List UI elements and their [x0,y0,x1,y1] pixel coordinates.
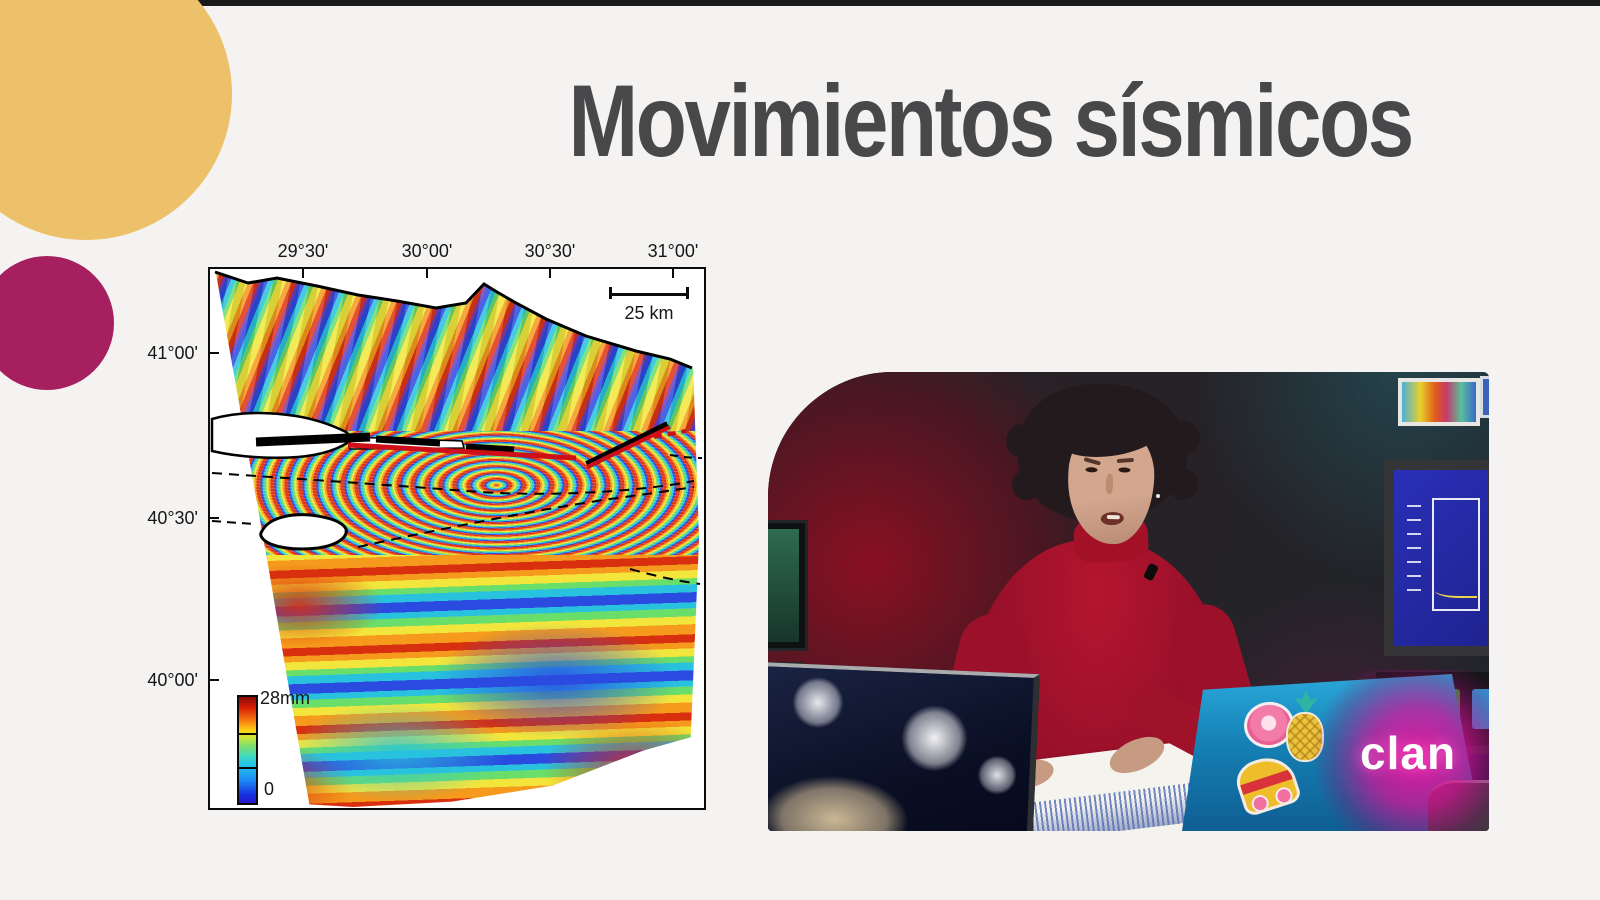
dashed-fault-5 [669,454,703,459]
x-tick-label: 31°00' [647,241,699,261]
page-title-text: Movimientos sísmicos [568,64,1414,178]
wall-chart-curve [1435,586,1477,598]
color-scale-divider [239,733,256,736]
y-tick-mark [210,352,219,354]
scale-bar-cap [609,287,612,299]
fault-rupture-1 [255,432,371,447]
fault-model-red-2 [586,425,671,469]
volcano-satellite-screen [768,666,1034,831]
monitor-satellite-image [768,661,1040,831]
lake [259,513,348,551]
presenter-video-inset: clan [768,372,1489,831]
color-scale-max-label: 28mm [260,688,311,708]
scale-bar-cap [686,287,689,299]
color-scale-min-label: 0 [264,779,275,799]
presenter-nose [1105,474,1114,495]
coastline-north [214,270,693,370]
wall-chart-screen-display [1394,470,1488,646]
page-title: Movimientos sísmicos [470,64,1510,178]
y-tick-label: 40°30' [147,508,198,528]
dashed-fault-3 [629,568,701,585]
wall-chart-ticks [1407,505,1422,602]
y-tick-mark [210,679,219,681]
scale-bar-label: 25 km [624,303,674,323]
x-tick-mark [549,269,551,278]
x-tick-label: 30°00' [401,241,453,261]
fault-rupture-3 [465,443,515,456]
roller-skate-sticker-icon [1231,750,1303,818]
x-tick-label: 29°30' [277,241,329,261]
wall-picture-blue [1480,376,1489,418]
presenter-earring [1156,494,1160,498]
map-overlay [210,270,703,585]
dashed-fault-2 [357,486,695,548]
channel-logo-glow [1308,670,1489,831]
y-tick-label: 41°00' [147,343,198,363]
scale-bar: 25 km [604,287,694,327]
interferogram-map: 29°30' 30°00' 30°30' 31°00' 41°00' 40°30… [147,241,706,810]
dashed-fault-4 [211,520,255,525]
dashed-fault-1 [211,472,695,495]
decor-circle-magenta [0,256,114,390]
fault-model-red-dashes [653,429,687,439]
top-border [0,0,1600,6]
x-tick-mark [302,269,304,278]
wall-picture-left [768,520,808,651]
presenter-teeth [1106,515,1120,520]
y-tick-mark [210,517,219,519]
x-tick-mark [426,269,428,278]
decor-circle-yellow [0,0,232,240]
x-tick-mark [672,269,674,278]
color-scale [237,695,258,805]
scale-bar-line [610,293,688,296]
y-tick-label: 40°00' [147,670,198,690]
wall-picture-colorful [1398,378,1480,426]
wall-chart-screen [1384,460,1489,656]
x-tick-label: 30°30' [524,241,576,261]
wall-chart-plot-box [1431,498,1481,611]
color-scale-divider [239,766,256,769]
channel-logo: clan [1360,727,1457,779]
fault-model-red-1 [347,442,577,461]
fault-rupture-2 [375,435,441,447]
